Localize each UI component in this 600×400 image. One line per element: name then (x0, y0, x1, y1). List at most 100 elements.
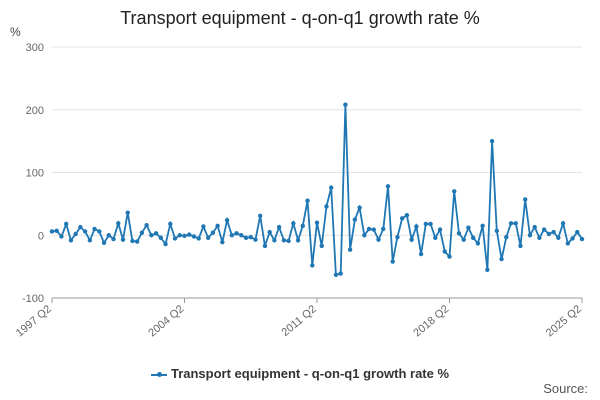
data-point[interactable] (239, 233, 244, 238)
data-point[interactable] (409, 237, 414, 242)
data-point[interactable] (262, 243, 268, 249)
data-point[interactable] (295, 238, 301, 243)
data-point[interactable] (447, 254, 452, 259)
data-point[interactable] (423, 221, 429, 227)
data-point[interactable] (253, 237, 258, 242)
data-point[interactable] (78, 224, 83, 230)
data-point[interactable] (523, 197, 528, 202)
data-point[interactable] (414, 224, 419, 229)
data-point[interactable] (338, 271, 343, 276)
data-point[interactable] (395, 234, 400, 240)
data-point[interactable] (399, 216, 405, 221)
data-point[interactable] (518, 243, 523, 249)
data-point[interactable] (220, 239, 225, 245)
data-point[interactable] (172, 236, 178, 241)
data-point[interactable] (130, 238, 135, 244)
data-point[interactable] (452, 189, 457, 194)
data-point[interactable] (286, 238, 291, 244)
data-point[interactable] (281, 238, 287, 243)
data-point[interactable] (201, 224, 206, 229)
data-point[interactable] (258, 213, 263, 218)
data-point[interactable] (381, 226, 386, 232)
data-point[interactable] (63, 221, 69, 227)
data-point[interactable] (513, 221, 518, 226)
data-point[interactable] (111, 236, 116, 242)
data-point[interactable] (570, 236, 575, 241)
data-point[interactable] (291, 221, 296, 226)
data-point[interactable] (532, 224, 537, 230)
data-point[interactable] (125, 210, 130, 215)
data-point[interactable] (442, 249, 447, 254)
data-point[interactable] (68, 238, 74, 243)
data-point[interactable] (191, 234, 197, 239)
data-point[interactable] (560, 221, 566, 226)
data-point[interactable] (433, 235, 438, 240)
data-point[interactable] (54, 228, 59, 234)
data-point[interactable] (357, 205, 362, 210)
data-point[interactable] (385, 184, 391, 189)
data-point[interactable] (92, 226, 97, 232)
data-point[interactable] (366, 226, 372, 232)
data-point[interactable] (527, 233, 533, 238)
data-point[interactable] (489, 138, 495, 144)
data-point[interactable] (229, 233, 235, 238)
data-point[interactable] (575, 229, 580, 235)
data-point[interactable] (466, 225, 471, 230)
data-point[interactable] (328, 185, 334, 190)
data-point[interactable] (537, 235, 542, 240)
data-point[interactable] (390, 259, 395, 264)
data-point[interactable] (49, 229, 55, 234)
data-point[interactable] (314, 220, 320, 225)
data-point[interactable] (305, 198, 310, 203)
data-point[interactable] (243, 235, 249, 240)
data-point[interactable] (371, 227, 376, 232)
data-point[interactable] (215, 223, 220, 229)
data-point[interactable] (101, 240, 107, 245)
data-point[interactable] (59, 234, 64, 239)
data-point[interactable] (168, 221, 173, 227)
data-point[interactable] (333, 272, 339, 277)
data-point[interactable] (248, 234, 253, 240)
data-point[interactable] (461, 237, 466, 242)
data-point[interactable] (276, 224, 282, 230)
data-point[interactable] (134, 239, 140, 244)
data-point[interactable] (546, 231, 552, 237)
data-point[interactable] (139, 230, 145, 235)
data-point[interactable] (73, 231, 78, 237)
data-point[interactable] (352, 217, 358, 222)
data-point[interactable] (182, 233, 187, 239)
data-point[interactable] (153, 231, 159, 236)
data-point[interactable] (300, 223, 306, 229)
data-point[interactable] (324, 204, 329, 209)
data-point[interactable] (499, 256, 504, 262)
data-point[interactable] (579, 236, 585, 242)
data-point[interactable] (144, 223, 149, 228)
data-point[interactable] (205, 235, 211, 240)
data-point[interactable] (485, 267, 490, 272)
data-point[interactable] (494, 228, 500, 234)
data-point[interactable] (106, 233, 111, 238)
data-point[interactable] (210, 230, 216, 235)
data-point[interactable] (428, 221, 433, 227)
data-point[interactable] (97, 229, 102, 234)
data-point[interactable] (347, 247, 353, 252)
data-point[interactable] (158, 235, 164, 240)
data-point[interactable] (475, 241, 481, 246)
data-point[interactable] (404, 212, 410, 218)
data-point[interactable] (87, 238, 93, 243)
data-point[interactable] (224, 217, 230, 223)
data-point[interactable] (319, 243, 324, 249)
data-point[interactable] (163, 241, 168, 247)
data-point[interactable] (508, 221, 514, 226)
data-point[interactable] (82, 229, 88, 234)
data-point[interactable] (196, 236, 201, 241)
data-point[interactable] (149, 233, 154, 238)
data-point[interactable] (418, 251, 424, 257)
data-point[interactable] (376, 237, 381, 242)
data-point[interactable] (470, 235, 476, 240)
data-point[interactable] (310, 263, 315, 268)
data-point[interactable] (187, 232, 192, 237)
data-point[interactable] (120, 237, 126, 242)
data-point[interactable] (556, 235, 561, 240)
data-point[interactable] (456, 231, 462, 236)
